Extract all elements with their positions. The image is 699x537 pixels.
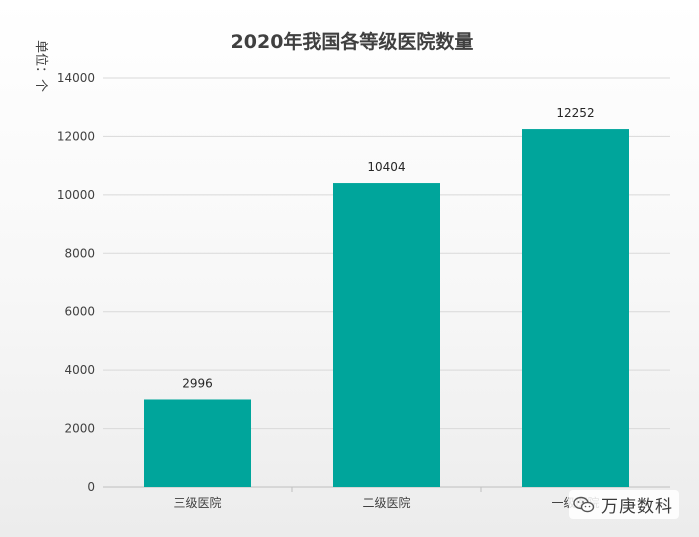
data-labels: 2996 10404 12252: [182, 106, 594, 390]
y-tick-label: 8000: [64, 246, 95, 260]
x-category-label: 三级医院: [173, 496, 221, 510]
y-tick-label: 10000: [57, 188, 95, 202]
chart-title: 2020年我国各等级医院数量: [231, 30, 474, 53]
y-tick-label: 14000: [57, 71, 95, 85]
y-tick-label: 2000: [64, 422, 95, 436]
bar: [333, 183, 440, 487]
watermark-text: 万庚数科: [601, 497, 673, 517]
wechat-icon: [573, 496, 595, 512]
data-label: 10404: [367, 160, 405, 174]
y-tick-label: 4000: [64, 363, 95, 377]
y-tick-label: 0: [87, 480, 95, 494]
x-axis-categories: 三级医院二级医院一级医院: [173, 496, 599, 510]
bars: [144, 129, 629, 487]
watermark: 万庚数科: [569, 490, 679, 519]
bar: [144, 399, 251, 487]
x-category-label: 二级医院: [362, 496, 410, 510]
y-tick-label: 6000: [64, 305, 95, 319]
y-tick-label: 12000: [57, 129, 95, 143]
y-axis-label: 单位：个: [33, 40, 48, 92]
y-axis-ticks: 0 2000 4000 6000 8000 10000 12000 14000: [57, 71, 95, 494]
data-label: 2996: [182, 376, 213, 390]
data-label: 12252: [556, 106, 594, 120]
bar: [522, 129, 629, 487]
